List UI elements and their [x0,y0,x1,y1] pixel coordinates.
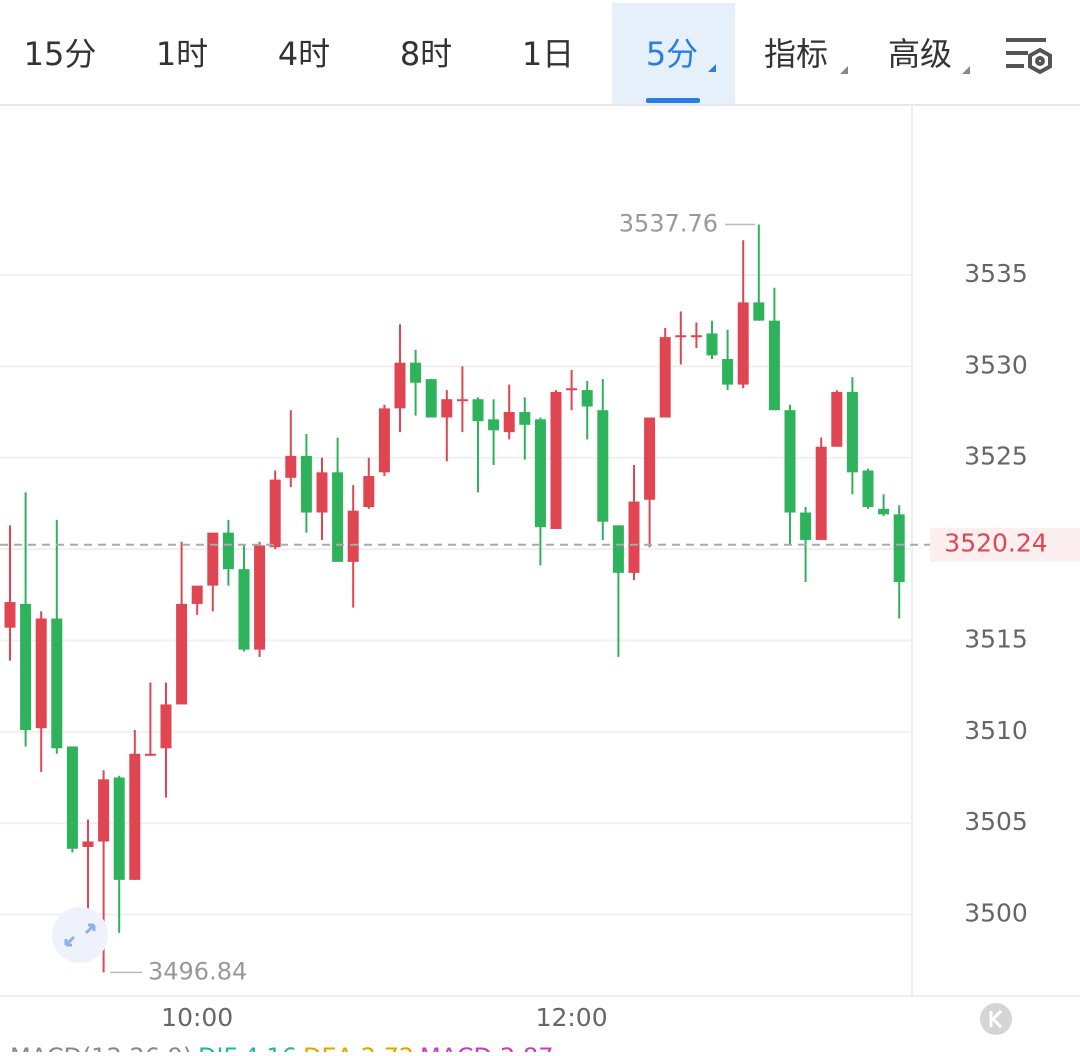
candle-body [503,412,515,433]
indicator-bar: MACD(12,26,9) DIF:4.16 DEA:2.72 MACD:2.87 [10,1043,553,1056]
candle-body [644,417,656,500]
tab[interactable]: 15分 [24,35,97,73]
candle-body [706,333,718,356]
settings-icon[interactable] [1006,38,1052,75]
candle-body [441,399,453,418]
candle-body [238,569,250,650]
candle-body [51,618,63,749]
candle-body [753,302,765,321]
expand-icon [64,923,96,947]
candle-body [519,412,531,425]
candle-body [66,746,78,849]
candle-body [35,618,47,729]
dropdown-arrow [708,64,716,72]
candle-body [659,337,671,418]
y-tick-label: 3530 [964,350,1028,379]
y-tick-label: 3535 [964,259,1028,288]
indicator-text: MACD(12,26,9) [10,1043,192,1052]
active-tab-underline [646,98,700,103]
candle-body [831,391,843,447]
candle-body [768,320,780,411]
candle-body [815,446,827,540]
last-price-bg [930,527,1080,562]
y-tick-label: 3510 [964,716,1028,745]
candle-body [176,603,188,705]
tab[interactable]: 5分 [646,35,698,73]
candle-body [20,603,32,731]
candle-body [550,391,562,529]
candle-body [846,391,858,473]
scroll-end-button[interactable] [980,1003,1012,1035]
candle-body [316,472,328,513]
candle-body [222,532,234,570]
candle-body [488,419,500,431]
indicator-text: DIF:4.16 [198,1043,297,1052]
candle-body [612,525,624,573]
candle-body [129,753,141,880]
tab[interactable]: 4时 [278,35,330,73]
candle-body [144,753,156,756]
candle-body [269,479,281,548]
candle-body [394,362,406,409]
y-tick-label: 3515 [964,624,1028,653]
max-label: 3537.76 [619,210,718,238]
candle-body [363,475,375,508]
candle-body [878,508,890,515]
tab[interactable]: 高级 [888,35,952,73]
candle-body [160,704,172,749]
indicator-text: DEA:2.72 [303,1043,414,1052]
x-tick-label: 12:00 [536,1003,608,1032]
candle-body [410,362,422,383]
candle-body [207,532,219,586]
tab[interactable]: 1日 [522,35,574,73]
candle-body [254,545,266,650]
active-tab-bg [612,3,735,105]
min-label: 3496.84 [148,957,247,985]
tab[interactable]: 1时 [156,35,208,73]
candle-body [862,470,874,508]
dropdown-arrow [840,66,848,74]
candle-body [300,455,312,513]
candle-body [347,510,359,562]
candle-body [784,410,796,513]
tab[interactable]: 指标 [764,35,828,73]
candle-body [82,841,94,847]
candle-body [191,585,203,604]
candle-body [893,514,905,582]
indicator-text: MACD:2.87 [420,1043,553,1052]
candle-body [722,359,734,385]
dropdown-arrow [962,66,970,74]
candle-body [675,335,687,338]
candle-body [597,410,609,522]
y-tick-label: 3500 [964,899,1028,928]
candle-body [4,602,16,628]
candle-body [332,472,344,562]
last-price-label: 3520.24 [944,529,1047,558]
y-tick-label: 3505 [964,807,1028,836]
candle-body [98,779,110,842]
tab[interactable]: 8时 [400,35,452,73]
tab-bar: 15分 1时 4时 8时 1日 5分 指标 高级 [24,35,952,73]
candle-body [800,512,812,540]
candle-body [690,335,702,338]
y-tick-label: 3525 [964,442,1028,471]
candle-body [113,777,125,880]
scroll-end-icon [989,1009,1003,1029]
candle-body [534,419,546,528]
candle-body [456,399,468,402]
candle-body [737,302,749,385]
candle-body [425,379,437,418]
grid: 3500350535103515352035253530353510:0012:… [0,259,1028,1032]
candle-body [628,501,640,573]
candle-body [285,455,297,478]
x-tick-label: 10:00 [161,1003,233,1032]
expand-button[interactable] [52,907,108,963]
candle-body [472,399,484,422]
candle-body [378,408,390,473]
candle-body [566,388,578,391]
candle-body [581,390,593,407]
plot: 3520.24 3537.76 3496.84 [0,210,1080,985]
